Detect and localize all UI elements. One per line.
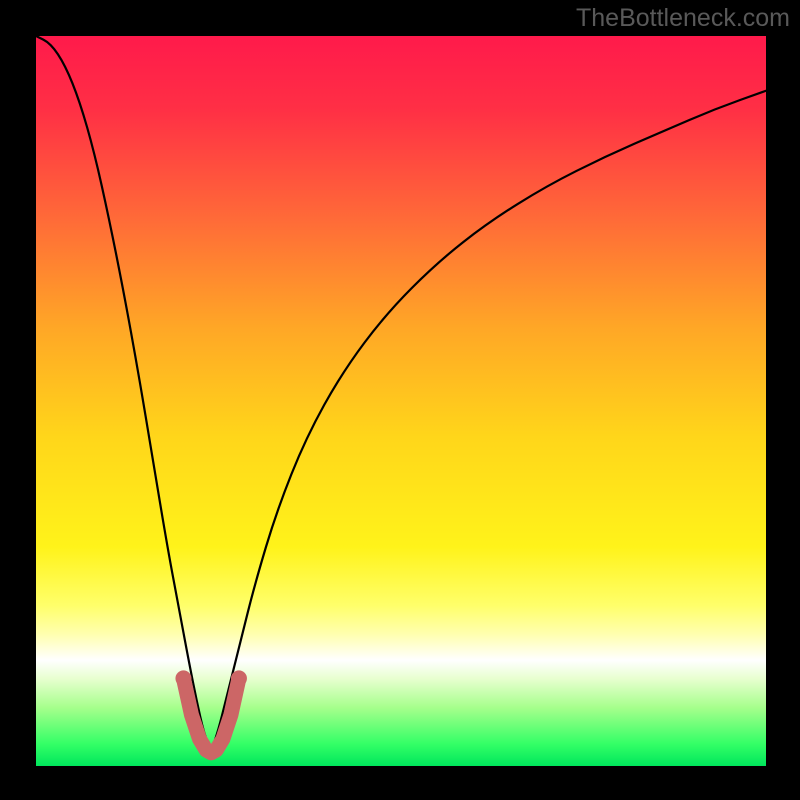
valley-marker-dot-left	[175, 670, 191, 686]
plot-area	[36, 36, 766, 766]
gradient-background	[36, 36, 766, 766]
valley-marker-dot-right	[231, 670, 247, 686]
watermark-text: TheBottleneck.com	[576, 4, 790, 33]
plot-svg	[36, 36, 766, 766]
